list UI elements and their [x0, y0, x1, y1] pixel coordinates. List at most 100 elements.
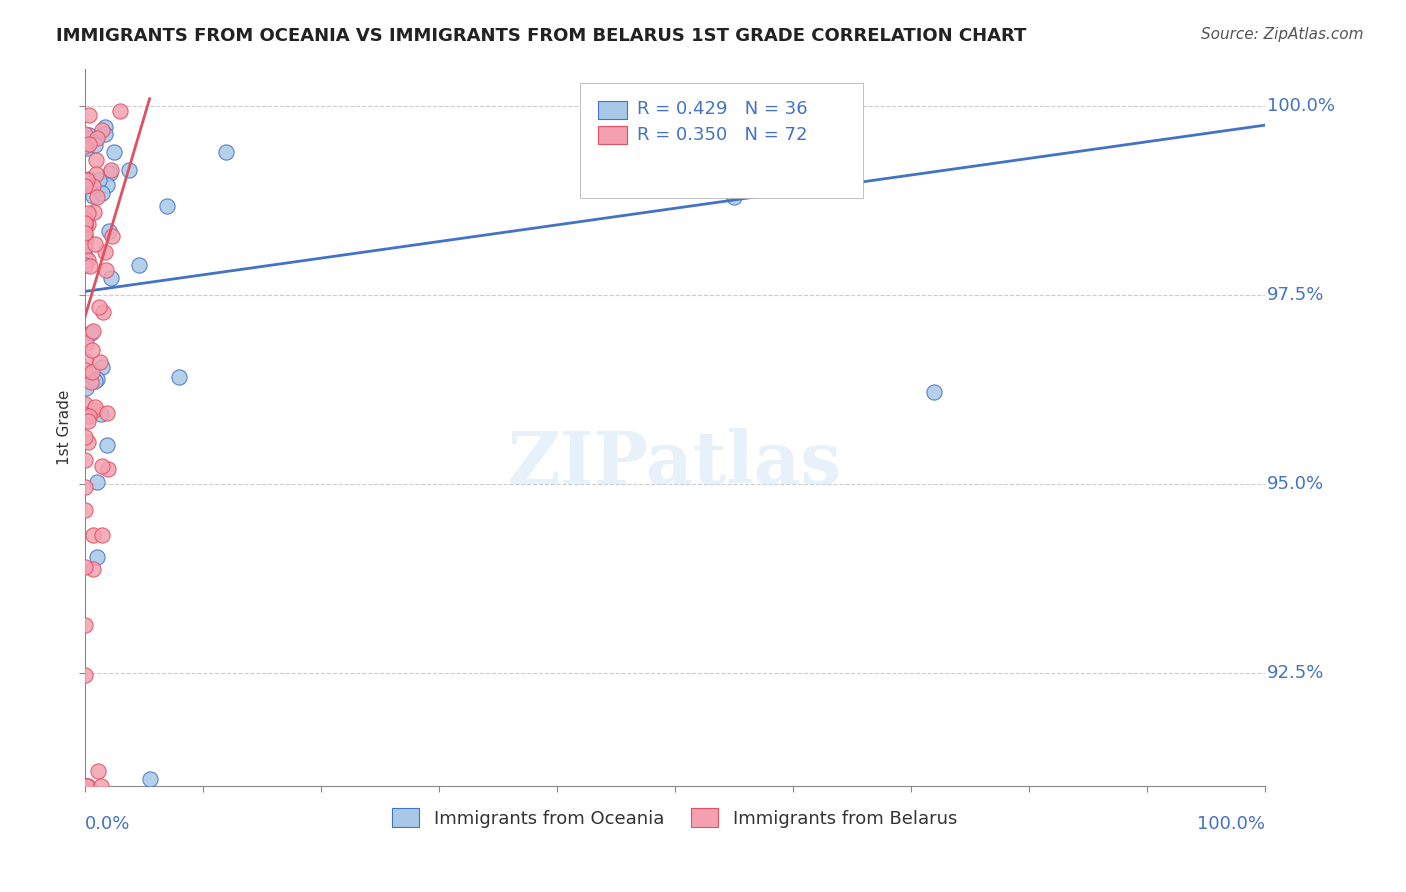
Point	[77, 206, 100, 220]
Text: R = 0.350   N = 72: R = 0.350 N = 72	[637, 126, 807, 144]
Point	[76, 173, 98, 187]
Point	[76, 780, 98, 794]
Point	[73, 217, 96, 231]
Point	[76, 173, 98, 187]
Point	[73, 480, 96, 494]
Point	[100, 270, 122, 285]
Point	[87, 764, 110, 779]
Point	[86, 372, 108, 386]
Point	[82, 562, 104, 576]
Point	[73, 127, 96, 141]
Text: 97.5%: 97.5%	[1267, 286, 1324, 304]
Point	[79, 137, 101, 152]
Point	[73, 234, 96, 248]
Point	[91, 123, 114, 137]
Point	[73, 668, 96, 682]
Point	[75, 139, 97, 153]
Point	[87, 300, 110, 314]
Point	[77, 217, 100, 231]
Point	[73, 408, 96, 422]
Point	[98, 166, 121, 180]
Point	[73, 249, 96, 263]
Point	[96, 406, 118, 420]
Point	[167, 369, 190, 384]
Point	[73, 502, 96, 516]
Text: 0.0%: 0.0%	[84, 815, 131, 833]
Point	[86, 153, 108, 167]
Point	[73, 178, 96, 193]
Point	[73, 780, 96, 794]
Point	[73, 216, 96, 230]
Point	[118, 163, 141, 178]
Point	[75, 559, 97, 574]
Point	[82, 178, 104, 193]
Point	[128, 258, 150, 272]
Point	[90, 407, 112, 421]
Point	[73, 780, 96, 794]
Point	[77, 434, 100, 449]
Point	[84, 374, 107, 388]
Point	[91, 527, 114, 541]
Point	[87, 172, 110, 186]
Point	[76, 141, 98, 155]
Point	[77, 252, 100, 267]
Point	[75, 381, 97, 395]
Point	[77, 414, 100, 428]
Point	[84, 237, 107, 252]
Point	[83, 138, 105, 153]
Point	[93, 128, 115, 142]
Point	[86, 167, 108, 181]
Point	[86, 549, 108, 564]
Point	[73, 228, 96, 243]
Point	[82, 189, 104, 203]
Point	[91, 305, 114, 319]
Point	[86, 130, 108, 145]
Point	[73, 240, 96, 254]
Point	[82, 343, 104, 357]
Text: 100.0%: 100.0%	[1197, 815, 1264, 833]
Point	[73, 618, 96, 632]
FancyBboxPatch shape	[581, 83, 863, 198]
Point	[89, 354, 111, 368]
Point	[77, 172, 100, 186]
Point	[73, 235, 96, 249]
Point	[73, 220, 96, 235]
Text: R = 0.429   N = 36: R = 0.429 N = 36	[637, 101, 807, 119]
Y-axis label: 1st Grade: 1st Grade	[58, 390, 72, 466]
Point	[83, 403, 105, 417]
Point	[96, 438, 118, 452]
Point	[79, 259, 101, 273]
Point	[90, 186, 112, 200]
Point	[73, 453, 96, 467]
Point	[93, 244, 115, 259]
Point	[98, 223, 121, 237]
Text: ZIPatlas: ZIPatlas	[508, 428, 842, 499]
Text: 95.0%: 95.0%	[1267, 475, 1324, 493]
Point	[90, 780, 112, 794]
Point	[73, 174, 96, 188]
Point	[80, 365, 103, 379]
Point	[100, 163, 122, 178]
Point	[73, 258, 96, 272]
Text: Source: ZipAtlas.com: Source: ZipAtlas.com	[1201, 27, 1364, 42]
Point	[73, 212, 96, 227]
Point	[73, 253, 96, 268]
Point	[77, 409, 100, 423]
Legend: Immigrants from Oceania, Immigrants from Belarus: Immigrants from Oceania, Immigrants from…	[385, 801, 965, 835]
Point	[73, 213, 96, 227]
Point	[73, 230, 96, 244]
Point	[97, 462, 120, 476]
Point	[94, 120, 117, 134]
Point	[108, 104, 131, 119]
Point	[77, 132, 100, 146]
Point	[922, 385, 945, 400]
Text: 100.0%: 100.0%	[1267, 97, 1334, 115]
Point	[77, 108, 100, 122]
Point	[75, 780, 97, 794]
Point	[100, 228, 122, 243]
Point	[79, 375, 101, 389]
Point	[82, 528, 104, 542]
Bar	[598, 101, 627, 119]
Point	[80, 326, 103, 341]
Point	[215, 145, 238, 159]
